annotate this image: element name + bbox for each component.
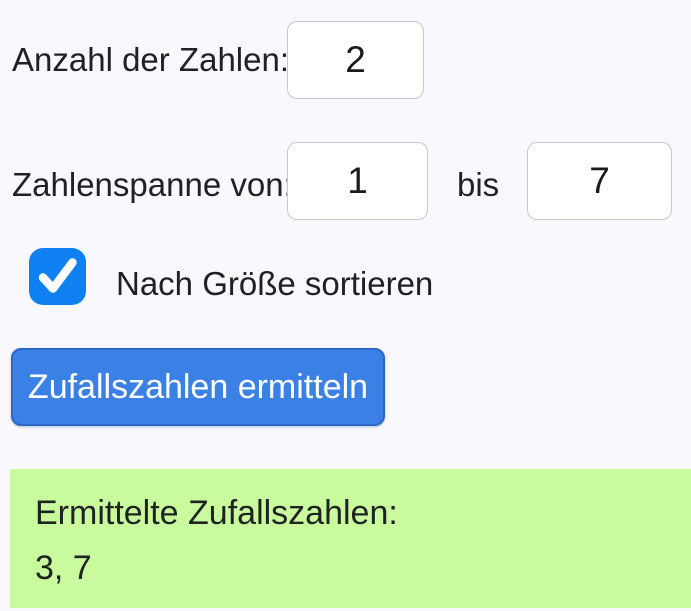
count-input[interactable] [287,21,424,99]
result-heading: Ermittelte Zufallszahlen: [35,494,398,532]
range-between-label: bis [457,166,500,203]
range-label: Zahlenspanne von: [12,166,293,203]
range-to-input[interactable] [527,142,672,220]
sort-checkbox[interactable] [29,248,86,305]
count-label: Anzahl der Zahlen: [12,41,290,78]
result-panel: Ermittelte Zufallszahlen: 3, 7 [10,469,691,608]
sort-checkbox-label: Nach Größe sortieren [116,265,434,302]
checkmark-icon [38,258,77,293]
result-values: 3, 7 [35,549,92,587]
range-from-input[interactable] [287,142,428,220]
generate-random-numbers-button[interactable]: Zufallszahlen ermitteln [11,348,385,426]
